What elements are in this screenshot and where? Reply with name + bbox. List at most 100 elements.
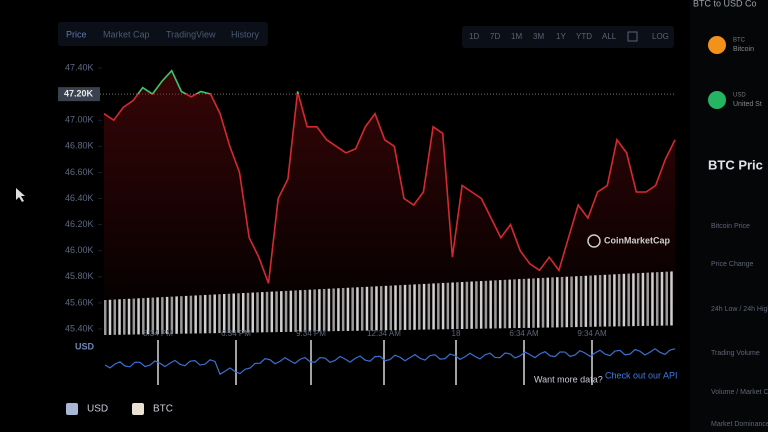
volume-bar — [494, 280, 497, 329]
volume-bar — [565, 276, 569, 328]
volume-bar — [437, 283, 440, 330]
volume-bar — [341, 288, 345, 331]
volume-bar — [441, 282, 445, 330]
volume-bar — [218, 294, 221, 334]
currency-icon — [708, 36, 726, 54]
volume-bar — [199, 295, 202, 334]
volume-bar — [275, 291, 278, 333]
volume-bar — [660, 271, 664, 326]
currency-name: Bitcoin — [733, 46, 754, 53]
stats-label: Bitcoin Price — [711, 223, 750, 230]
volume-bar — [427, 283, 431, 330]
range-button[interactable]: 1M — [511, 32, 522, 41]
volume-bar — [270, 291, 274, 333]
y-tick-label: 46.60K — [65, 167, 94, 177]
volume-bar — [232, 293, 235, 333]
volume-bar — [636, 273, 640, 327]
volume-bar — [175, 296, 178, 334]
volume-bar — [104, 300, 107, 335]
watermark: CoinMarketCap — [604, 235, 671, 245]
range-bar — [462, 26, 674, 48]
calendar-icon[interactable] — [627, 31, 638, 42]
volume-bar — [327, 288, 331, 332]
volume-bar — [322, 288, 326, 332]
volume-bar — [589, 275, 592, 327]
tab[interactable]: TradingView — [166, 29, 216, 39]
volume-bar — [446, 282, 450, 330]
volume-bar — [318, 289, 321, 332]
volume-bar — [142, 298, 145, 335]
range-button[interactable]: 7D — [490, 32, 500, 41]
stats-label: Market Dominance — [711, 421, 768, 428]
range-button[interactable]: YTD — [576, 32, 592, 41]
volume-bar — [389, 285, 392, 331]
volume-bar — [180, 296, 183, 334]
volume-bar — [356, 287, 359, 331]
volume-bar — [517, 279, 521, 329]
volume-bar — [213, 294, 216, 334]
volume-bar — [280, 291, 283, 333]
watermark-logo — [587, 234, 601, 248]
volume-bar — [560, 276, 564, 328]
volume-bar — [299, 290, 302, 332]
volume-bar — [632, 273, 635, 327]
volume-bar — [379, 286, 383, 331]
navigator-time-label: 6:34 PM — [221, 329, 251, 338]
range-button[interactable]: 1Y — [556, 32, 566, 41]
volume-bar — [608, 274, 611, 327]
volume-bar — [475, 281, 478, 329]
volume-bar — [256, 292, 259, 333]
volume-bar — [456, 282, 459, 330]
volume-bar — [479, 281, 483, 329]
currency-name: United St — [733, 101, 762, 108]
navigator-axis-label: USD — [75, 341, 95, 351]
volume-bar — [641, 272, 645, 326]
range-button[interactable]: 3M — [533, 32, 544, 41]
tab[interactable]: History — [231, 29, 260, 39]
volume-bar — [503, 279, 507, 329]
range-button[interactable]: ALL — [602, 32, 617, 41]
stats-label: Price Change — [711, 261, 754, 268]
range-button[interactable]: LOG — [652, 32, 669, 41]
volume-bar — [332, 288, 335, 332]
side-panel — [690, 0, 768, 432]
volume-bar — [170, 296, 174, 334]
legend-swatch[interactable] — [66, 403, 78, 415]
navigator-time-label: 3:34 PM — [143, 329, 173, 338]
volume-bar — [156, 297, 159, 335]
cursor — [16, 188, 25, 202]
volume-bar — [484, 280, 488, 329]
volume-bar — [651, 272, 654, 326]
navigator-time-label: 18 — [452, 329, 461, 338]
volume-bar — [261, 292, 264, 333]
volume-bar — [146, 297, 150, 335]
tab[interactable]: Price — [66, 29, 87, 39]
volume-bar — [189, 295, 193, 334]
navigator-time-label: 12:34 AM — [367, 329, 401, 338]
tab[interactable]: Market Cap — [103, 29, 150, 39]
legend-swatch[interactable] — [132, 403, 144, 415]
volume-bar — [360, 287, 364, 331]
volume-bar — [365, 286, 369, 331]
price-area — [104, 70, 675, 329]
volume-bar — [184, 295, 188, 334]
volume-bar — [422, 283, 426, 330]
y-tick-label: 46.20K — [65, 219, 94, 229]
footer-link[interactable]: Check out our API — [605, 370, 678, 380]
navigator-line — [104, 348, 676, 376]
legend-label[interactable]: USD — [87, 404, 108, 415]
volume-bar — [265, 291, 269, 333]
volume-bar — [594, 275, 597, 327]
range-button[interactable]: 1D — [469, 32, 479, 41]
y-tick-label: 45.40K — [65, 323, 94, 333]
navigator-time-label: 9:34 PM — [296, 329, 326, 338]
volume-bar — [203, 294, 207, 334]
volume-bar — [284, 290, 288, 332]
volume-bar — [237, 293, 240, 333]
volume-bar — [132, 298, 136, 335]
y-tick-label: 45.80K — [65, 271, 94, 281]
volume-bar — [337, 288, 340, 332]
volume-bar — [251, 292, 255, 333]
legend-label[interactable]: BTC — [153, 404, 173, 415]
